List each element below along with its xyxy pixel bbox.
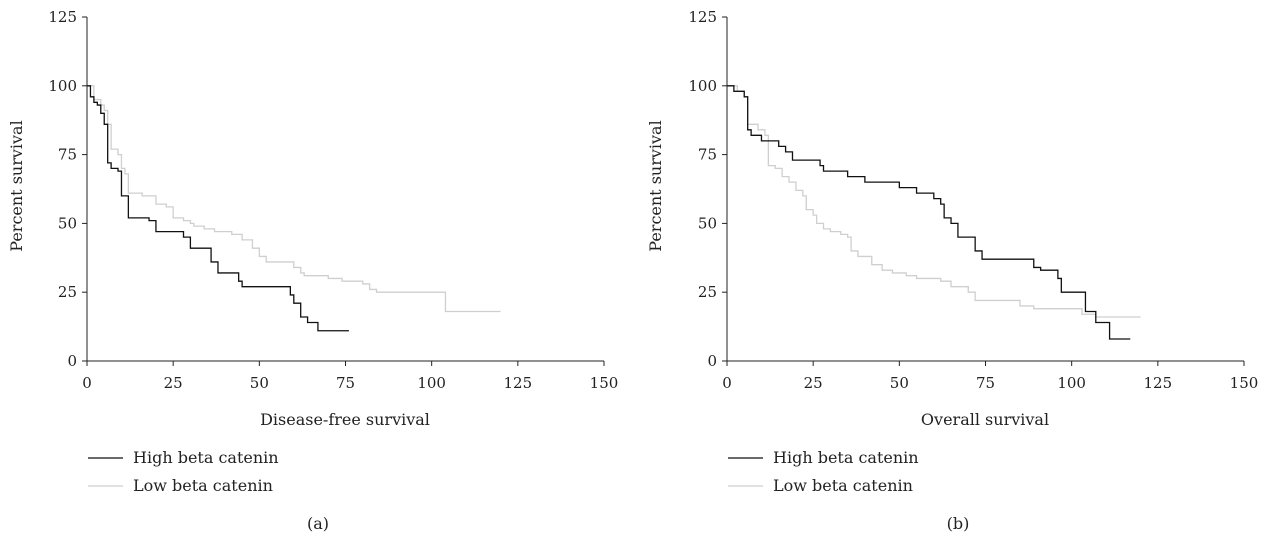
- legend-b-high-label: High beta catenin: [773, 448, 919, 467]
- chart-panel-a: 0 25 50 75 100 125 0 25 50 75 100 125 150 Percent su…: [7, 8, 618, 533]
- chart-a-xtick-label: 75: [336, 374, 355, 392]
- chart-a-ytick-label: 0: [67, 352, 77, 370]
- chart-b-xlabel: Overall survival: [921, 410, 1049, 429]
- chart-a-ytick-label: 25: [58, 283, 77, 301]
- chart-a-ytick-label: 75: [58, 146, 77, 164]
- chart-a-series-low-beta-catenin: [87, 85, 501, 313]
- chart-b-series-low-beta-catenin: [727, 85, 1141, 318]
- chart-b-axes: 0 25 50 75 100 125 0 25 50 75 100 125 150: [688, 8, 1258, 392]
- legend-a-low-label: Low beta catenin: [133, 476, 273, 495]
- chart-b-xtick-label: 50: [890, 374, 909, 392]
- panel-label-a: (a): [307, 514, 329, 533]
- chart-b-ytick-label: 125: [688, 8, 717, 26]
- chart-b-series: [727, 85, 1141, 340]
- chart-b-series-high-beta-catenin: [727, 85, 1131, 340]
- chart-a-ytick-label: 50: [58, 214, 77, 232]
- chart-a-xtick-label: 100: [417, 374, 446, 392]
- chart-b-ytick-label: 25: [698, 283, 717, 301]
- chart-panel-b: 0 25 50 75 100 125 0 25 50 75 100 125 150 Percent su…: [646, 8, 1258, 533]
- chart-a-axes: 0 25 50 75 100 125 0 25 50 75 100 125 150: [48, 8, 618, 392]
- chart-b-ytick-label: 75: [698, 146, 717, 164]
- panel-label-b: (b): [947, 514, 970, 533]
- chart-a-xtick-label: 125: [504, 374, 533, 392]
- chart-b-ylabel: Percent survival: [646, 120, 665, 251]
- legend-b-low-label: Low beta catenin: [773, 476, 913, 495]
- chart-a-series: [87, 85, 501, 332]
- chart-a-ytick-label: 100: [48, 77, 77, 95]
- chart-b-xtick-label: 0: [722, 374, 732, 392]
- chart-b-xtick-label: 100: [1057, 374, 1086, 392]
- chart-b-ytick-label: 50: [698, 214, 717, 232]
- chart-b-ytick-label: 100: [688, 77, 717, 95]
- chart-a-xtick-label: 150: [590, 374, 619, 392]
- chart-b-xtick-label: 125: [1144, 374, 1173, 392]
- chart-a-ylabel: Percent survival: [7, 120, 26, 251]
- chart-a-xtick-label: 0: [82, 374, 92, 392]
- legend-a-high-label: High beta catenin: [133, 448, 279, 467]
- chart-a-series-high-beta-catenin: [87, 85, 349, 332]
- chart-a-xlabel: Disease-free survival: [260, 410, 430, 429]
- chart-a-xtick-label: 25: [164, 374, 183, 392]
- chart-b-xtick-label: 150: [1230, 374, 1259, 392]
- chart-b-xtick-label: 25: [804, 374, 823, 392]
- chart-a-ytick-label: 125: [48, 8, 77, 26]
- chart-b-ytick-label: 0: [707, 352, 717, 370]
- chart-a-xtick-label: 50: [250, 374, 269, 392]
- chart-b-xtick-label: 75: [976, 374, 995, 392]
